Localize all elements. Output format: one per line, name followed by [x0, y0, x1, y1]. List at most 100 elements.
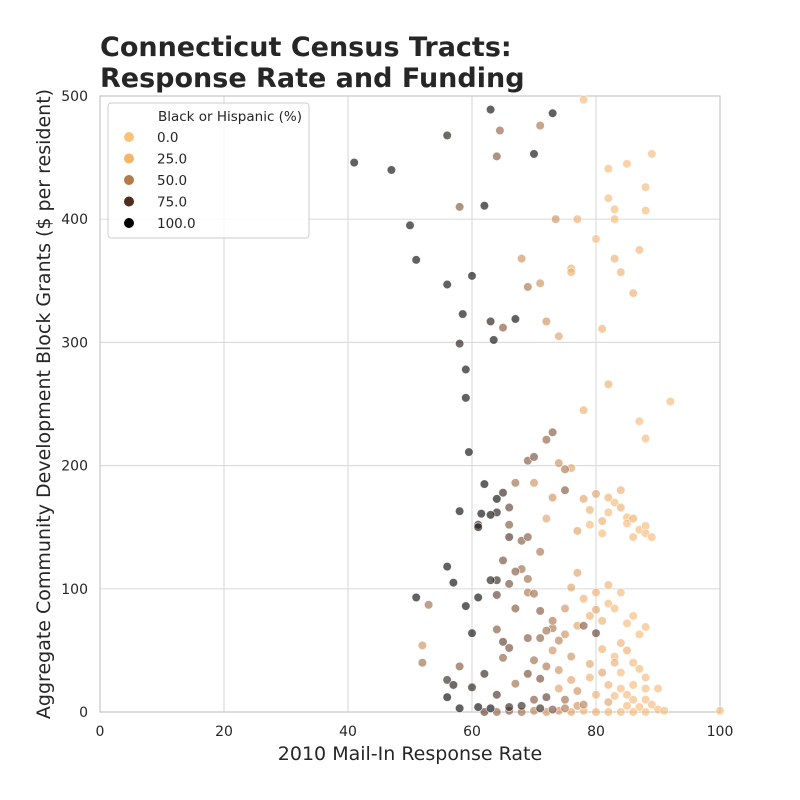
data-point	[616, 267, 626, 277]
data-point	[523, 282, 533, 292]
data-point	[628, 707, 638, 717]
data-point	[603, 164, 614, 174]
data-point	[640, 205, 651, 216]
data-point	[597, 516, 607, 526]
data-point	[454, 703, 465, 713]
data-point	[591, 587, 601, 598]
data-point	[591, 707, 601, 717]
data-point	[504, 579, 514, 589]
data-point	[510, 478, 521, 488]
data-point	[591, 489, 601, 499]
data-point	[442, 561, 452, 572]
plot-frame	[99, 95, 721, 713]
data-point	[547, 616, 558, 626]
data-point	[547, 427, 558, 437]
data-point	[560, 485, 570, 495]
data-point	[551, 214, 561, 224]
data-point	[547, 108, 558, 118]
data-point	[603, 193, 614, 203]
data-point	[485, 510, 496, 520]
data-point	[529, 452, 539, 462]
data-point	[492, 690, 502, 700]
data-point	[423, 600, 434, 610]
data-point	[622, 701, 632, 711]
data-point	[609, 214, 620, 224]
legend: Black or Hispanic (%) 0.0 25.0 50.0 75.0 100…	[107, 102, 310, 239]
data-point	[560, 464, 570, 474]
data-point	[603, 379, 614, 389]
data-point	[461, 364, 471, 375]
data-point	[464, 447, 474, 457]
data-point	[485, 104, 496, 115]
legend-entry-label: 0.0	[157, 130, 178, 146]
data-point	[647, 532, 657, 542]
legend-marker	[124, 218, 134, 228]
legend-box	[107, 102, 310, 239]
data-point	[566, 651, 576, 662]
data-point	[417, 658, 428, 668]
data-point	[405, 220, 415, 231]
data-point	[560, 703, 570, 713]
data-point	[510, 603, 521, 614]
data-point	[647, 699, 657, 710]
data-point	[616, 707, 626, 717]
data-point	[516, 701, 527, 711]
data-point	[622, 645, 632, 656]
data-point	[628, 695, 638, 705]
data-point	[473, 592, 483, 603]
data-point	[578, 594, 589, 604]
data-point	[554, 458, 564, 468]
data-point	[535, 278, 545, 288]
data-point	[504, 643, 514, 653]
data-point	[659, 706, 669, 716]
data-point	[628, 513, 638, 524]
data-point	[492, 624, 502, 635]
data-point	[609, 497, 620, 508]
data-point	[603, 507, 614, 518]
data-point	[616, 485, 626, 495]
data-point	[485, 316, 496, 327]
x-tick-label: 100	[707, 724, 734, 740]
data-point	[597, 528, 607, 539]
data-point	[616, 638, 626, 648]
data-point	[603, 598, 614, 609]
legend-marker	[124, 132, 134, 142]
data-point	[489, 335, 499, 345]
y-tick-label: 300	[61, 335, 88, 351]
data-point	[529, 655, 539, 665]
legend-entry-label: 100.0	[157, 216, 196, 232]
data-point	[628, 611, 638, 621]
x-axis-label: 2010 Mail-In Response Rate	[278, 743, 542, 765]
data-point	[560, 603, 570, 614]
data-point	[591, 690, 601, 700]
data-points	[349, 95, 725, 717]
data-point	[616, 502, 626, 513]
data-point	[535, 606, 545, 616]
data-point	[578, 95, 589, 105]
data-point	[609, 253, 620, 264]
data-point	[572, 686, 583, 696]
data-point	[523, 669, 533, 679]
data-point	[609, 204, 620, 214]
data-point	[495, 125, 505, 136]
data-point	[665, 396, 676, 407]
data-point	[554, 665, 564, 675]
legend-entry-label: 25.0	[157, 152, 187, 168]
data-point	[442, 692, 452, 702]
data-point	[597, 644, 607, 654]
data-point	[411, 592, 421, 603]
data-point	[529, 589, 539, 599]
data-point	[628, 658, 638, 668]
data-point	[523, 574, 533, 584]
data-point	[529, 695, 539, 705]
data-point	[492, 494, 502, 504]
data-point	[609, 603, 620, 614]
x-tick-label: 80	[587, 724, 605, 740]
data-point	[529, 478, 539, 488]
data-point	[442, 130, 452, 141]
data-point	[467, 271, 477, 281]
legend-marker	[124, 175, 134, 185]
data-point	[467, 682, 477, 693]
data-point	[640, 672, 651, 683]
data-point	[498, 322, 508, 333]
